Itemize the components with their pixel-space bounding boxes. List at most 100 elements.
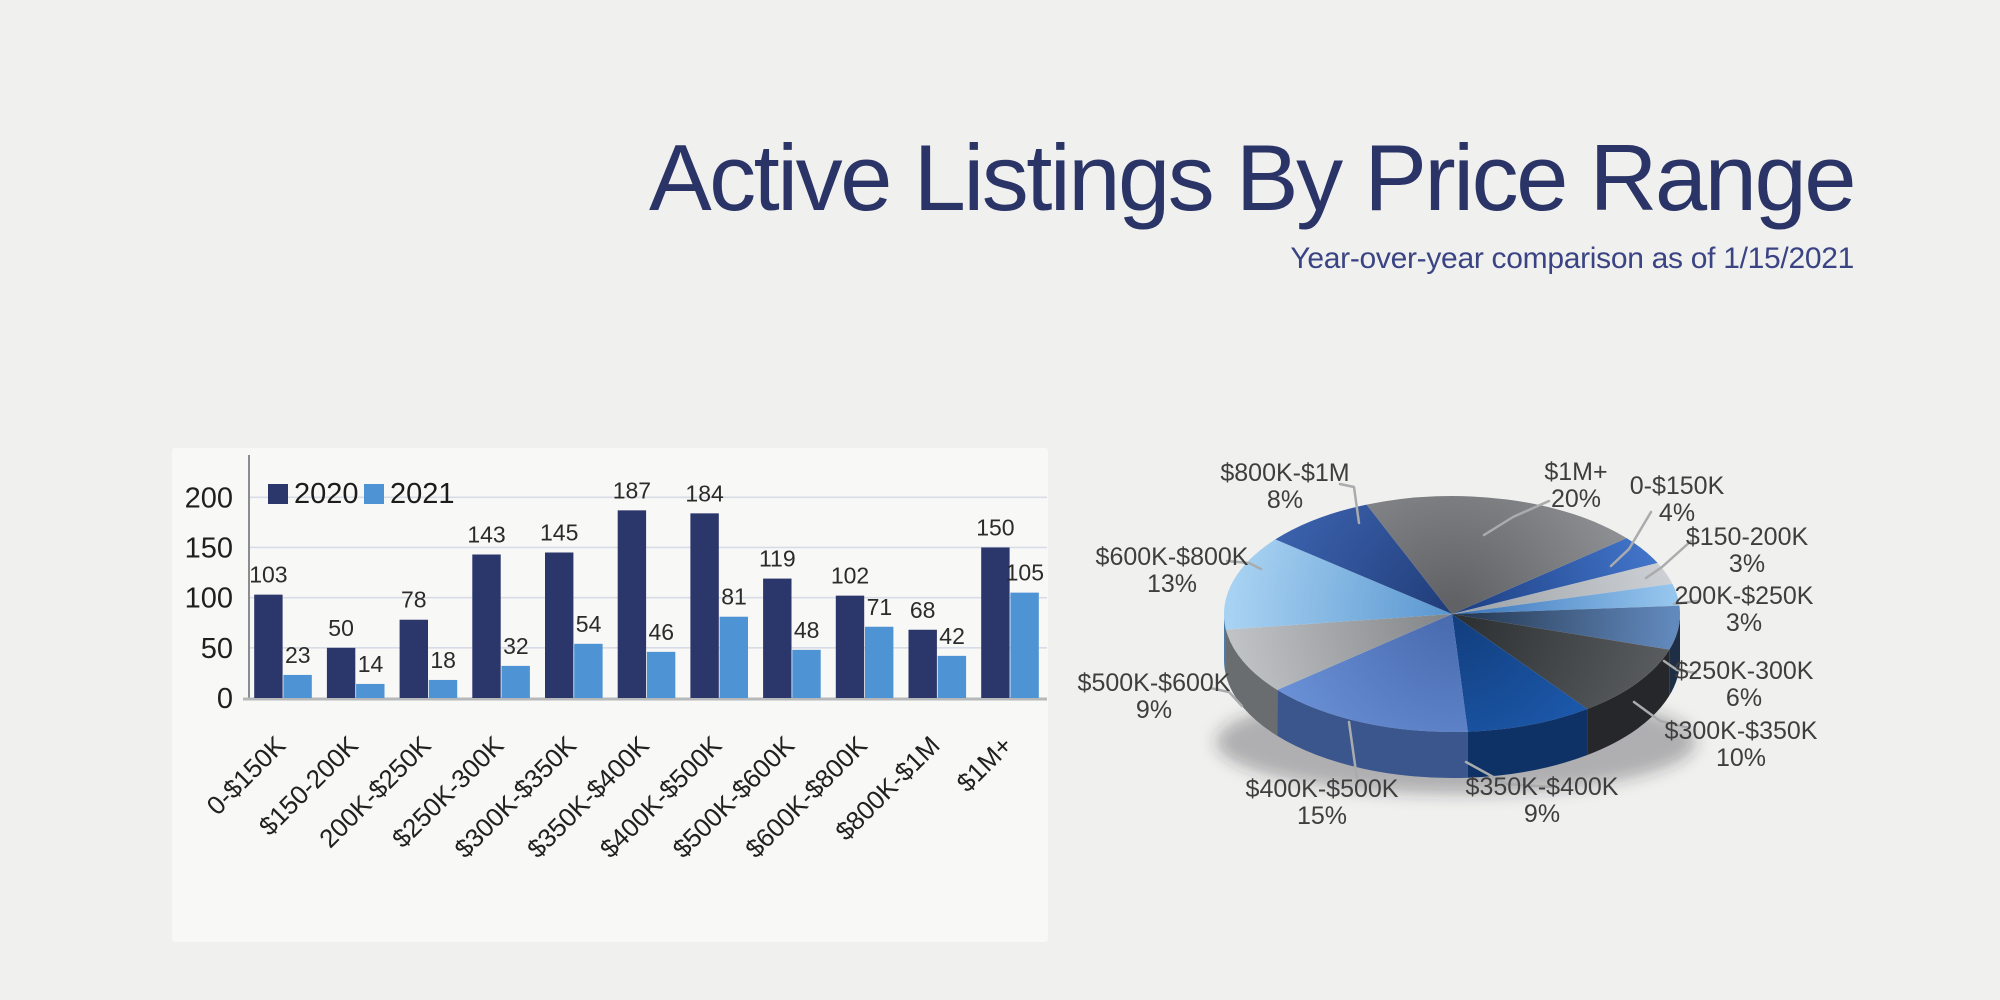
value-label-2021: 71	[867, 594, 893, 620]
bar-2020-3	[472, 554, 501, 698]
pie-leader-line-8	[1225, 559, 1263, 571]
value-label-2020: 150	[976, 514, 1014, 540]
pie-label-category: $350K-$400K	[1466, 773, 1619, 801]
pie-label-percent: 8%	[1267, 486, 1303, 514]
pie-slice-side-3	[1669, 614, 1680, 696]
bar-2021-3	[501, 665, 530, 698]
pie-slice-6	[1277, 614, 1468, 732]
legend-label-2021: 2021	[390, 478, 455, 510]
value-label-2020: 184	[685, 480, 724, 506]
value-label-2021: 105	[1006, 560, 1044, 586]
pie-leader-line-3	[1662, 659, 1698, 675]
y-tick-label: 200	[185, 482, 233, 514]
bar-2020-1	[326, 647, 356, 698]
bar-2021-5	[646, 651, 676, 698]
pie-slice-side-8	[1224, 614, 1227, 676]
pie-slice-8	[1224, 539, 1452, 630]
value-label-2020: 103	[249, 562, 287, 588]
value-label-2020: 78	[401, 587, 427, 613]
pie-slice-2	[1452, 583, 1680, 614]
page-title: Active Listings By Price Range	[648, 125, 1857, 230]
pie-label-category: $150-200K	[1686, 523, 1809, 551]
legend-swatch-2020	[268, 484, 288, 504]
pie-label-9: $800K-$1M8%	[1220, 459, 1349, 514]
y-tick-label: 0	[217, 683, 233, 715]
pie-label-category: $300K-$350K	[1665, 717, 1818, 745]
bar-2021-9	[937, 655, 967, 698]
pie-slice-3	[1452, 605, 1680, 650]
pie-slice-4	[1452, 614, 1670, 709]
value-label-2021: 54	[576, 611, 602, 637]
pie-label-category: $1M+	[1544, 458, 1607, 486]
bar-2020-5	[617, 510, 647, 698]
bar-2020-4	[545, 552, 574, 698]
value-label-2021: 46	[649, 619, 675, 645]
pie-label-category: 0-$150K	[1630, 472, 1725, 500]
pie-label-category: $500K-$600K	[1078, 669, 1231, 697]
bar-2021-0	[283, 674, 312, 698]
value-label-2021: 81	[721, 584, 747, 610]
value-label-2020: 187	[613, 477, 651, 503]
pie-leader-line-9	[1338, 482, 1361, 525]
value-label-2020: 68	[910, 597, 936, 623]
bar-2020-8	[835, 595, 865, 698]
pie-label-percent: 6%	[1726, 684, 1762, 712]
value-label-2020: 143	[467, 521, 505, 547]
pie-label-category: $250K-300K	[1674, 657, 1813, 685]
pie-leader-line-7	[1208, 686, 1244, 708]
legend-label-2020: 2020	[294, 478, 359, 510]
pie-label-percent: 3%	[1729, 550, 1765, 578]
bar-chart-panel	[172, 448, 1048, 942]
pie-slice-0	[1452, 538, 1658, 614]
pie-slice-side-7	[1226, 629, 1278, 736]
pie-slice-10	[1366, 496, 1627, 614]
value-label-2021: 23	[285, 642, 311, 668]
pie-slice-1	[1452, 563, 1673, 614]
value-label-2021: 32	[503, 633, 529, 659]
title-block: Active Listings By Price Range Year-over…	[648, 125, 1857, 276]
bar-2021-10	[1010, 592, 1039, 698]
bar-2020-0	[254, 594, 283, 698]
bar-2020-10	[981, 547, 1010, 698]
pie-label-category: $800K-$1M	[1220, 459, 1349, 487]
pie-leader-line-1	[1644, 539, 1693, 580]
bar-2020-9	[908, 629, 937, 698]
value-label-2021: 14	[358, 651, 384, 677]
pie-label-percent: 3%	[1726, 609, 1762, 637]
bar-2021-1	[356, 683, 385, 698]
pie-label-percent: 4%	[1659, 499, 1695, 527]
bar-2020-2	[399, 619, 428, 698]
bar-2020-7	[763, 578, 792, 698]
y-tick-label: 100	[185, 583, 233, 615]
pie-slice-9	[1275, 504, 1452, 614]
pie-chart: 0-$150K4%$150-200K3%200K-$250K3%$250K-30…	[1078, 458, 1818, 830]
pie-label-percent: 9%	[1524, 800, 1560, 828]
pie-slice-side-6	[1277, 689, 1468, 778]
pie-label-category: $400K-$500K	[1246, 775, 1399, 803]
value-label-2021: 18	[430, 647, 456, 673]
pie-label-10: $1M+20%	[1544, 458, 1607, 513]
pie-slice-7	[1226, 614, 1452, 690]
pie-label-percent: 13%	[1147, 570, 1197, 598]
bar-2021-4	[574, 643, 603, 698]
pie-label-percent: 15%	[1297, 802, 1347, 830]
bar-2021-2	[428, 679, 458, 698]
y-tick-label: 50	[201, 633, 233, 665]
pie-leader-line-6	[1347, 720, 1359, 781]
bar-2020-6	[690, 513, 719, 698]
pie-slice-side-5	[1467, 708, 1588, 778]
pie-leader-line-2	[1672, 599, 1699, 606]
value-label-2020: 119	[759, 546, 796, 572]
bar-2021-7	[792, 649, 821, 698]
